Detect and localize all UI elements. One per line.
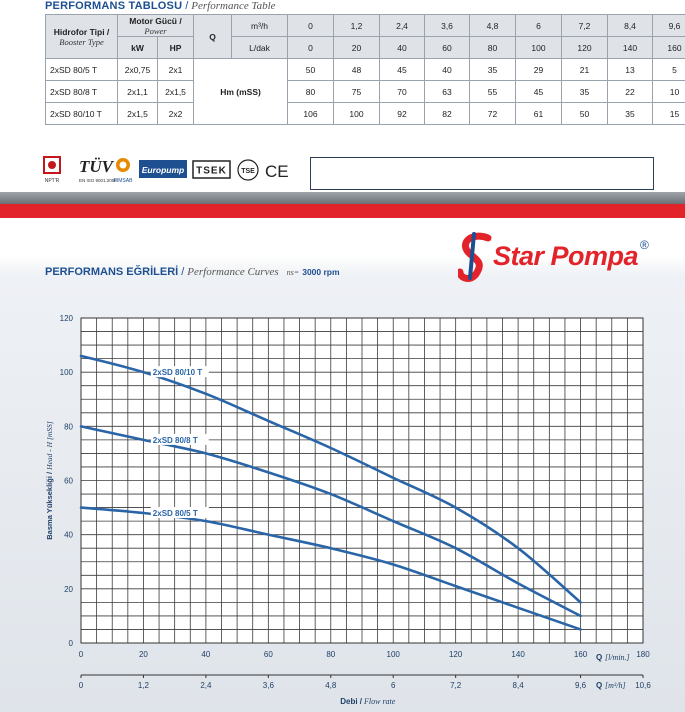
table-title-separator: /: [185, 0, 189, 12]
x-tick-label-lmin: 20: [139, 650, 148, 659]
head-value: 72: [469, 102, 517, 125]
y-axis-label-tr: Basma Yüksekliği /: [45, 471, 54, 540]
x-tick-label-m3h: 10,6: [635, 681, 651, 690]
head-value: 92: [379, 102, 426, 125]
series-label: 2xSD 80/5 T: [153, 509, 198, 518]
tuv-sub: EN ISO 9001:2008: [79, 178, 117, 183]
y-tick-label: 100: [60, 368, 74, 377]
y-axis-label-en: Head - H [mSS]: [45, 421, 54, 471]
y-tick-label: 120: [60, 314, 74, 323]
type-header-en: Booster Type: [59, 36, 104, 47]
x-tick-label-m3h: 6: [391, 681, 396, 690]
table-title-en: Performance Table: [191, 0, 276, 12]
x-tick-label-lmin: 140: [511, 650, 525, 659]
europump-text: Europump: [142, 165, 185, 175]
x-axis-q-m3h: Q: [596, 681, 602, 690]
x-tick-label-m3h: 3,6: [263, 681, 275, 690]
speed-value: 3000 rpm: [302, 267, 340, 277]
tuv-logo-icon: TÜV EN ISO 9001:2008: [79, 157, 117, 183]
divider-band-grey: [0, 192, 685, 204]
europump-logo-icon: Europump: [139, 160, 187, 178]
table-title: PERFORMANS TABLOSU / Performance Table: [45, 0, 276, 12]
type-header: Hidrofor Tipi / Booster Type: [45, 14, 118, 59]
x-axis-label-en: Flow rate: [363, 697, 396, 706]
x-tick-label-m3h: 2,4: [200, 681, 212, 690]
brand-name: Star Pompa: [493, 241, 639, 271]
y-tick-label: 40: [64, 531, 73, 540]
x-unit-m3h: [m³/h]: [605, 681, 626, 690]
series-label-bg: [150, 366, 209, 378]
tuv-text: TÜV: [79, 157, 115, 176]
x-unit-lmin: [l/min.]: [605, 653, 630, 662]
x-tick-label-lmin: 180: [636, 650, 650, 659]
series-label: 2xSD 80/10 T: [153, 368, 202, 377]
y-axis-label: Basma Yüksekliği / Head - H [mSS]: [45, 421, 54, 540]
ce-text: CE: [265, 162, 289, 181]
series-label-bg: [150, 433, 209, 445]
series-label: 2xSD 80/8 T: [153, 436, 198, 445]
y-tick-label: 20: [64, 585, 73, 594]
head-value: 106: [287, 102, 335, 125]
type-header-tr: Hidrofor Tipi /: [53, 26, 110, 37]
curves-title-separator: /: [181, 266, 185, 278]
certification-logos: NPT'R TÜV EN ISO 9001:2008 PIMSAB Europu…: [43, 156, 289, 184]
x-tick-label-lmin: 120: [449, 650, 463, 659]
tsek-text: TSEK: [196, 166, 227, 177]
tsek-logo-icon: TSEK: [192, 160, 231, 179]
chart-grid: [81, 318, 643, 643]
x-tick-label-lmin: 40: [201, 650, 210, 659]
speed-prefix: ns=: [286, 268, 300, 277]
x-tick-label-m3h: 8,4: [513, 681, 525, 690]
x-tick-label-lmin: 80: [326, 650, 335, 659]
y-tick-label: 60: [64, 477, 73, 486]
x-tick-label-lmin: 160: [574, 650, 588, 659]
cert-empty-box: [310, 157, 654, 190]
npt-text: NPT'R: [45, 178, 60, 184]
plot-frame: [80, 317, 644, 644]
brand-registered: ®: [640, 238, 649, 252]
table-header-row-1: Hidrofor Tipi / Booster Type Motor Gücü …: [45, 14, 685, 59]
tse-logo-icon: TSE: [237, 159, 259, 181]
y-tick-label: 0: [69, 639, 74, 648]
motor-header-en: Power: [144, 25, 167, 36]
x-tick-label-lmin: 100: [387, 650, 401, 659]
x-tick-label-m3h: 9,6: [575, 681, 587, 690]
x-axis-label-tr: Debi /: [340, 697, 363, 706]
series-line: [79, 354, 582, 604]
series-line: [79, 425, 582, 618]
divider-band-red: [0, 204, 685, 218]
x-tick-label-m3h: 4,8: [325, 681, 337, 690]
table-title-tr: PERFORMANS TABLOSU: [45, 0, 183, 12]
npt-logo-icon: NPT'R: [43, 156, 61, 184]
x-tick-label-m3h: 7,2: [450, 681, 462, 690]
head-value: 15: [652, 102, 685, 125]
x-tick-label-lmin: 0: [79, 650, 84, 659]
chart-labels: 0 20 40 60 80 100 120 0 20 40 60 80 100 120 140 160 180 0…: [60, 314, 652, 690]
tse-text: TSE: [241, 168, 255, 175]
row-hp: 2x2: [156, 102, 195, 125]
x-tick-label-m3h: 1,2: [138, 681, 150, 690]
head-value: 61: [515, 102, 563, 125]
x-tick-label-lmin: 60: [264, 650, 273, 659]
motor-header-tr: Motor Gücü /: [129, 15, 182, 26]
series-label-bg: [150, 507, 209, 518]
head-value: 35: [607, 102, 654, 125]
row-type: 2xSD 80/10 T: [45, 102, 118, 125]
table-row: 2xSD 80/10 T 2x1,5 2x2 106 100 92 82 72 …: [45, 102, 685, 125]
chart-series: 2xSD 80/10 T 2xSD 80/8 T 2xSD 80/5 T: [79, 354, 582, 631]
curves-title-tr: PERFORMANS EĞRİLERİ: [45, 266, 179, 278]
x-axis-q-lmin: Q: [596, 653, 602, 662]
pimsab-logo-icon: PIMSAB: [114, 158, 134, 184]
y-tick-label: 80: [64, 422, 73, 431]
x-tick-label-m3h: 0: [79, 681, 84, 690]
ce-mark-icon: CE: [265, 162, 289, 181]
pimsab-text: PIMSAB: [114, 178, 134, 184]
q-header: Q: [193, 14, 232, 59]
curves-title: PERFORMANS EĞRİLERİ / Performance Curves ns…: [45, 266, 340, 278]
star-pompa-logo-icon: [458, 232, 492, 282]
curves-title-en: Performance Curves: [187, 266, 279, 278]
performance-table: Hidrofor Tipi / Booster Type Motor Gücü …: [45, 14, 685, 125]
